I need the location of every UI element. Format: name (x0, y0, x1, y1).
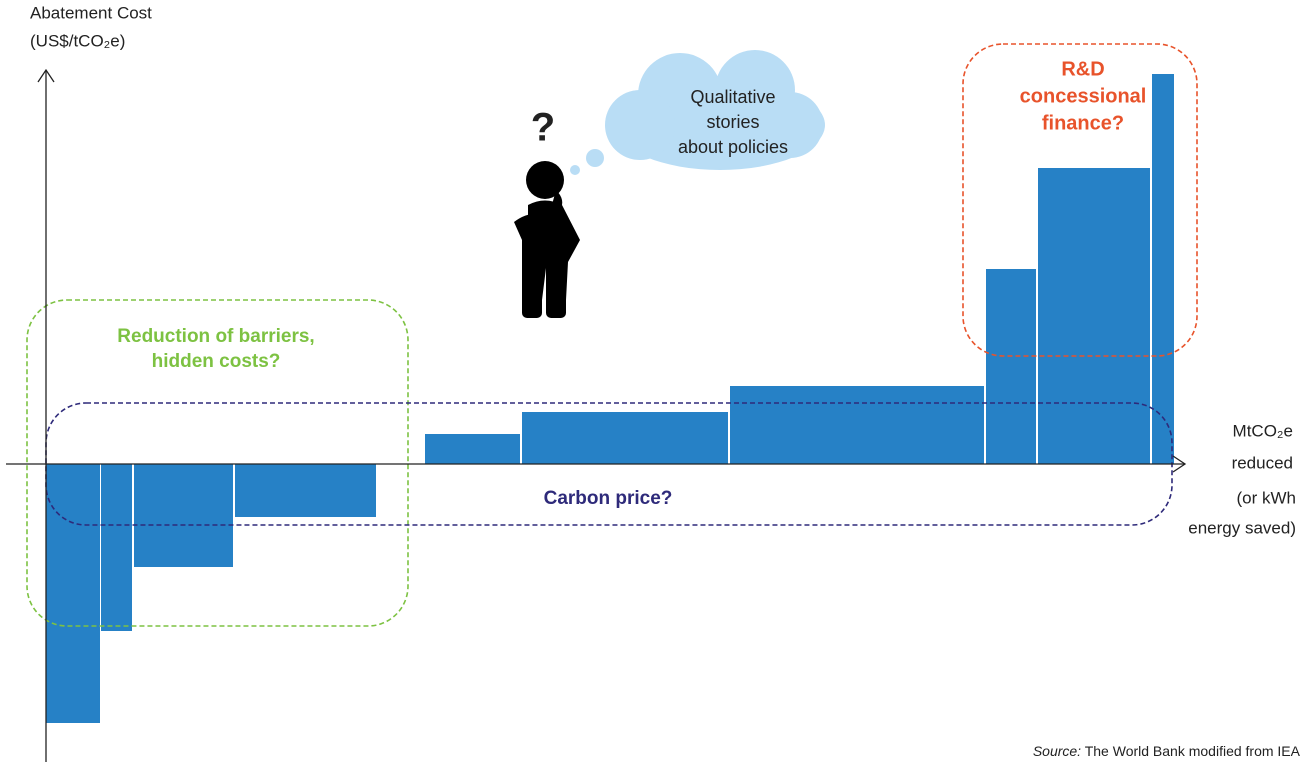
cloud-text: about policies (678, 137, 788, 157)
bar (46, 464, 100, 723)
bar (235, 464, 376, 517)
bar (1038, 168, 1150, 464)
cloud-text: Qualitative (690, 87, 775, 107)
x-axis-label: MtCO₂e (1233, 421, 1293, 440)
cloud (570, 50, 825, 175)
red-box-label: R&D (1061, 58, 1104, 80)
bar (101, 464, 132, 631)
bar (522, 412, 728, 464)
source-text: The World Bank modified from IEA (1081, 743, 1301, 759)
source: Source: The World Bank modified from IEA (1033, 743, 1301, 759)
x-axis-note: energy saved) (1188, 518, 1296, 537)
x-arrow (1172, 455, 1187, 473)
axes (6, 68, 1187, 762)
y-axis-label: (US$/tCO₂e) (30, 31, 125, 50)
bar (986, 269, 1036, 464)
person-icon (514, 161, 580, 318)
y-arrow (37, 68, 55, 83)
bar (1152, 74, 1174, 464)
red-box-label: concessional (1020, 85, 1147, 107)
red-box-label: finance? (1042, 112, 1124, 134)
red-box (962, 43, 1198, 357)
bar (425, 434, 520, 464)
bar (730, 386, 984, 464)
navy-box-label: Carbon price? (544, 488, 673, 509)
x-axis-label: reduced (1232, 453, 1293, 472)
bars (46, 74, 1174, 723)
x-axis-note: (or kWh (1237, 488, 1297, 507)
y-axis-label: Abatement Cost (30, 3, 152, 22)
bar (134, 464, 233, 567)
green-box-label: Reduction of barriers, (117, 326, 314, 347)
cloud-text: stories (706, 112, 759, 132)
green-box-label: hidden costs? (152, 351, 281, 372)
question-mark: ? (531, 106, 555, 150)
source-prefix: Source: (1033, 743, 1081, 759)
